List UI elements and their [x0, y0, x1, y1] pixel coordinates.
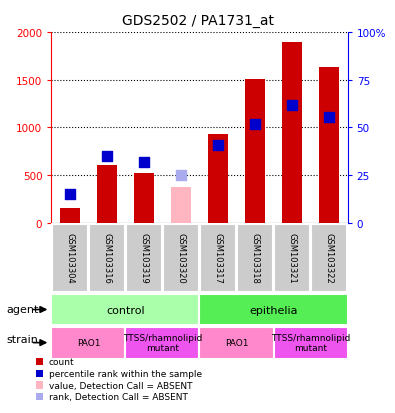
Bar — [245, 80, 265, 223]
Text: GSM103316: GSM103316 — [102, 233, 111, 283]
Bar — [171, 188, 191, 223]
Text: GSM103322: GSM103322 — [325, 233, 334, 283]
Text: strain: strain — [6, 335, 38, 344]
Bar — [274, 327, 348, 358]
Point — [67, 191, 73, 198]
Text: rank, Detection Call = ABSENT: rank, Detection Call = ABSENT — [49, 392, 188, 401]
Text: TTSS/rhamnolipid
mutant: TTSS/rhamnolipid mutant — [123, 333, 202, 352]
Bar — [126, 224, 162, 292]
Text: count: count — [49, 358, 74, 366]
Point — [141, 159, 147, 166]
Text: agent: agent — [6, 304, 38, 314]
Bar — [126, 327, 199, 358]
Point — [289, 103, 295, 109]
Point — [326, 114, 332, 121]
Bar — [163, 224, 199, 292]
Text: percentile rank within the sample: percentile rank within the sample — [49, 369, 202, 378]
Text: GSM103318: GSM103318 — [250, 233, 260, 283]
Text: GSM103319: GSM103319 — [139, 233, 149, 283]
Bar — [199, 327, 274, 358]
Text: GDS2502 / PA1731_at: GDS2502 / PA1731_at — [122, 14, 273, 28]
Point — [104, 153, 110, 160]
Text: GSM103320: GSM103320 — [177, 233, 186, 283]
Bar — [200, 224, 236, 292]
Text: GSM103304: GSM103304 — [65, 233, 74, 283]
Point — [252, 122, 258, 128]
Text: PAO1: PAO1 — [225, 338, 248, 347]
Bar — [311, 224, 347, 292]
Bar — [89, 224, 125, 292]
Text: value, Detection Call = ABSENT: value, Detection Call = ABSENT — [49, 381, 192, 389]
Point — [215, 143, 221, 150]
Bar — [51, 327, 126, 358]
Point — [178, 172, 184, 179]
Text: TTSS/rhamnolipid
mutant: TTSS/rhamnolipid mutant — [271, 333, 350, 352]
Text: control: control — [106, 305, 145, 315]
Bar — [134, 173, 154, 223]
Bar — [199, 294, 348, 325]
Bar — [97, 166, 117, 223]
Bar — [51, 294, 199, 325]
Bar — [60, 209, 80, 223]
Bar — [52, 224, 88, 292]
Text: PAO1: PAO1 — [77, 338, 100, 347]
Bar — [319, 68, 339, 223]
Bar — [274, 224, 310, 292]
Bar — [51, 223, 348, 293]
Bar — [208, 135, 228, 223]
Text: GSM103321: GSM103321 — [288, 233, 297, 283]
Text: epithelia: epithelia — [249, 305, 298, 315]
Bar — [282, 43, 302, 223]
Text: GSM103317: GSM103317 — [213, 233, 222, 283]
Bar — [237, 224, 273, 292]
